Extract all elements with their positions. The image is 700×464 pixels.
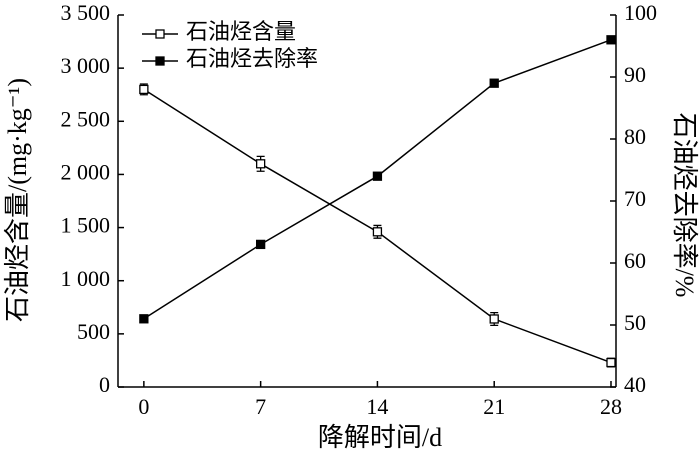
x-tick-label: 21 bbox=[483, 394, 505, 419]
y-tick-label: 500 bbox=[77, 319, 110, 344]
legend-label: 石油烃去除率 bbox=[186, 46, 318, 71]
legend-label: 石油烃含量 bbox=[186, 19, 296, 44]
x-tick-label: 7 bbox=[255, 394, 266, 419]
y2-tick-label: 80 bbox=[624, 124, 646, 149]
x-tick-label: 14 bbox=[366, 394, 388, 419]
y-tick-label: 1 000 bbox=[61, 266, 111, 291]
y-tick-label: 0 bbox=[99, 372, 110, 397]
y-axis-title: 石油烃含量/(mg·kg⁻¹) bbox=[3, 78, 32, 322]
y-tick-label: 2 500 bbox=[61, 106, 111, 131]
point-marker bbox=[606, 35, 616, 45]
x-axis-title: 降解时间/d bbox=[318, 423, 442, 452]
y-tick-label: 3 000 bbox=[61, 53, 111, 78]
y-tick-label: 3 500 bbox=[61, 0, 111, 25]
point-marker bbox=[372, 171, 383, 181]
y2-axis-title: 石油烃去除率/% bbox=[670, 113, 699, 298]
y2-tick-label: 100 bbox=[624, 0, 657, 25]
y-tick-label: 1 500 bbox=[61, 213, 111, 238]
point-marker bbox=[139, 84, 149, 95]
point-marker bbox=[372, 227, 383, 237]
point-marker bbox=[139, 314, 149, 324]
y-tick-label: 2 000 bbox=[61, 159, 111, 184]
x-tick-label: 28 bbox=[600, 394, 622, 419]
y2-tick-label: 70 bbox=[624, 186, 646, 211]
point-marker bbox=[489, 78, 499, 88]
y2-tick-label: 90 bbox=[624, 62, 646, 87]
point-marker bbox=[255, 159, 266, 169]
point-marker bbox=[255, 239, 266, 250]
legend-marker bbox=[155, 56, 165, 66]
point-marker bbox=[606, 357, 616, 368]
y2-tick-label: 60 bbox=[624, 248, 646, 273]
y2-tick-label: 40 bbox=[624, 372, 646, 397]
y2-tick-label: 50 bbox=[624, 310, 646, 335]
x-tick-label: 0 bbox=[138, 394, 149, 419]
legend-marker bbox=[155, 29, 165, 39]
point-marker bbox=[489, 314, 499, 324]
